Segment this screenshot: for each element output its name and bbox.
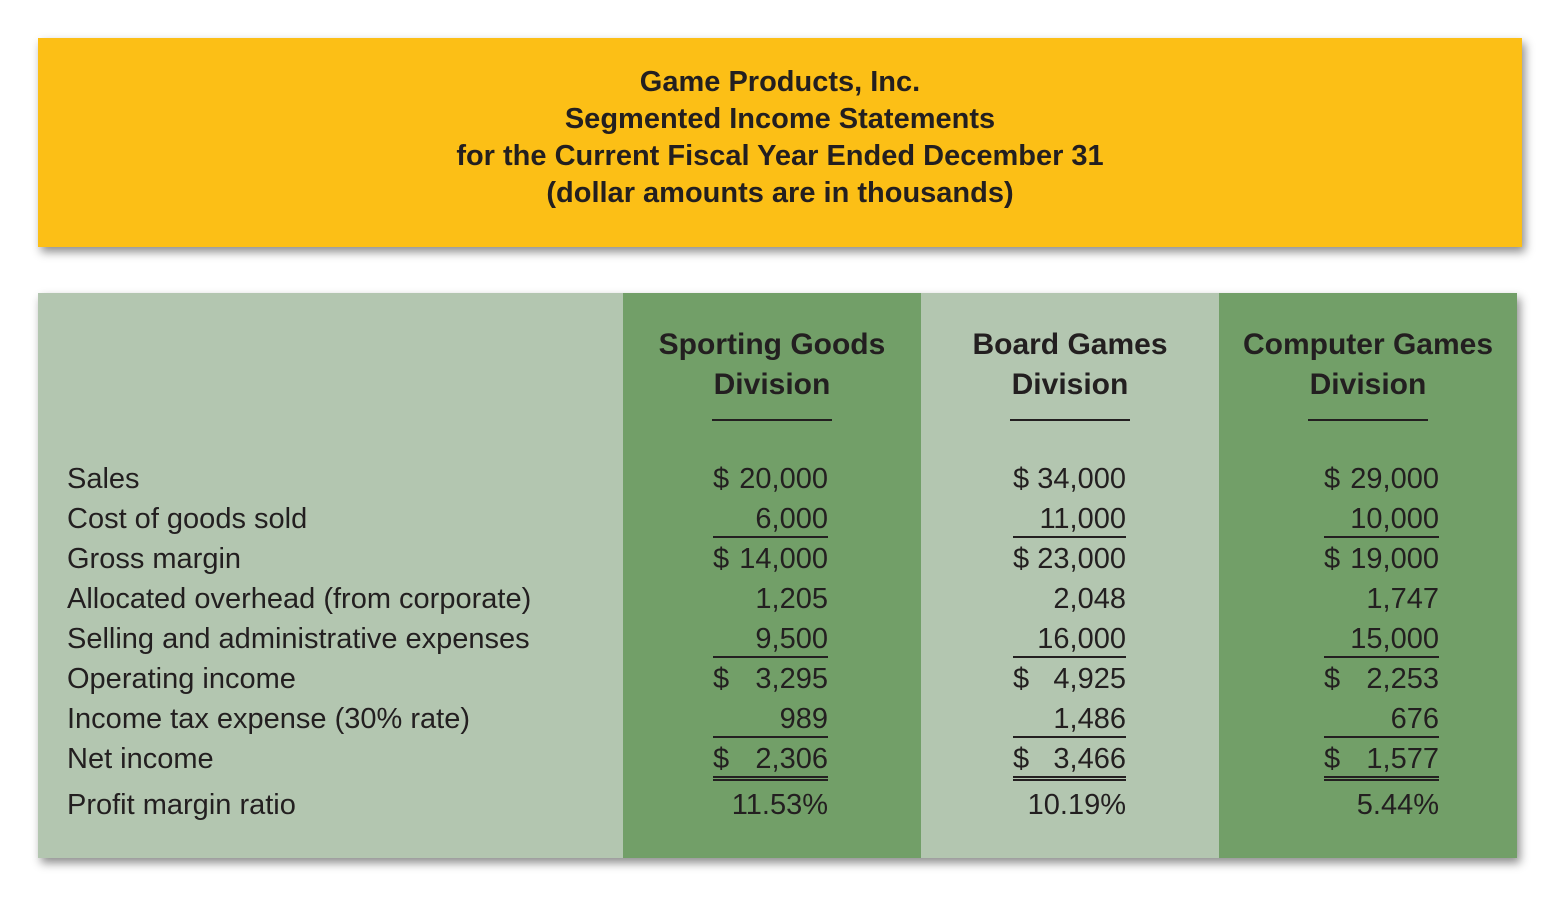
- value-cell: 2,048: [1013, 580, 1126, 618]
- row-label: Gross margin: [67, 543, 242, 575]
- dollar-sign: $: [1324, 543, 1341, 575]
- row-label: Cost of goods sold: [67, 503, 308, 535]
- amount: 3,295: [755, 663, 828, 695]
- row-label: Net income: [67, 743, 214, 775]
- statement-period: for the Current Fiscal Year Ended Decemb…: [456, 139, 1104, 172]
- value-cell: 16,000: [1013, 620, 1126, 658]
- amount: 20,000: [739, 463, 828, 495]
- header-underline: [1308, 419, 1428, 421]
- row-label: Profit margin ratio: [67, 789, 296, 821]
- dollar-sign: $: [713, 463, 730, 495]
- value-cell: $4,925: [1013, 660, 1126, 698]
- amount: 2,306: [755, 743, 828, 775]
- value-cell: 15,000: [1324, 620, 1439, 658]
- amount: 3,466: [1053, 743, 1126, 775]
- amount: 6,000: [755, 503, 828, 535]
- value-cell: $14,000: [713, 540, 828, 578]
- value-cell: 676: [1324, 700, 1439, 738]
- company-name: Game Products, Inc.: [639, 65, 921, 98]
- dollar-sign: $: [713, 663, 730, 695]
- amount: 10.19%: [1027, 789, 1126, 821]
- row-label: Sales: [67, 463, 140, 495]
- value-cell: $3,466: [1013, 740, 1126, 781]
- amount: 5.44%: [1356, 789, 1439, 821]
- value-cell: 1,747: [1324, 580, 1439, 618]
- value-cell: $20,000: [713, 460, 828, 498]
- value-cell: 11,000: [1013, 500, 1126, 538]
- value-cell: $3,295: [713, 660, 828, 698]
- value-cell: 6,000: [713, 500, 828, 538]
- amount: 14,000: [739, 543, 828, 575]
- column-header-board-games: Board Games Division: [921, 325, 1219, 421]
- dollar-sign: $: [1324, 663, 1341, 695]
- amount: 4,925: [1053, 663, 1126, 695]
- amount: 1,577: [1366, 743, 1439, 775]
- value-cell: $34,000: [1013, 460, 1126, 498]
- value-cell: 10.19%: [1013, 786, 1126, 824]
- value-cell: $2,306: [713, 740, 828, 781]
- amount: 1,205: [755, 583, 828, 615]
- sporting-goods-column-band: [623, 293, 921, 858]
- value-cell: 989: [713, 700, 828, 738]
- column-header-computer-games: Computer Games Division: [1219, 325, 1517, 421]
- column-header-sporting-goods: Sporting Goods Division: [623, 325, 921, 421]
- amount: 989: [779, 703, 828, 735]
- value-cell: $23,000: [1013, 540, 1126, 578]
- amount: 11,000: [1039, 503, 1126, 535]
- value-cell: 1,486: [1013, 700, 1126, 738]
- value-cell: $1,577: [1324, 740, 1439, 781]
- row-label: Income tax expense (30% rate): [67, 703, 470, 735]
- statement-header: Game Products, Inc. Segmented Income Sta…: [38, 38, 1522, 247]
- amount: 15,000: [1350, 623, 1439, 655]
- value-cell: $29,000: [1324, 460, 1439, 498]
- value-cell: 1,205: [713, 580, 828, 618]
- amount: 11.53%: [731, 789, 828, 821]
- dollar-sign: $: [1013, 543, 1030, 575]
- header-underline: [712, 419, 832, 421]
- dollar-sign: $: [1324, 463, 1341, 495]
- row-label: Operating income: [67, 663, 296, 695]
- income-statement-table: Sporting Goods Division Board Games Divi…: [38, 293, 1517, 858]
- amount: 2,048: [1053, 583, 1126, 615]
- value-cell: 11.53%: [713, 786, 828, 824]
- statement-units-note: (dollar amounts are in thousands): [546, 176, 1014, 209]
- value-cell: 5.44%: [1324, 786, 1439, 824]
- amount: 2,253: [1366, 663, 1439, 695]
- amount: 23,000: [1037, 543, 1126, 575]
- amount: 29,000: [1350, 463, 1439, 495]
- computer-games-column-band: [1219, 293, 1517, 858]
- statement-title: Segmented Income Statements: [564, 102, 996, 135]
- dollar-sign: $: [713, 543, 730, 575]
- amount: 16,000: [1037, 623, 1126, 655]
- row-label: Selling and administrative expenses: [67, 623, 530, 655]
- value-cell: $2,253: [1324, 660, 1439, 698]
- header-underline: [1010, 419, 1130, 421]
- value-cell: 9,500: [713, 620, 828, 658]
- amount: 676: [1390, 703, 1439, 735]
- value-cell: 10,000: [1324, 500, 1439, 538]
- amount: 1,486: [1053, 703, 1126, 735]
- amount: 19,000: [1350, 543, 1439, 575]
- dollar-sign: $: [713, 743, 730, 775]
- dollar-sign: $: [1013, 463, 1030, 495]
- amount: 10,000: [1350, 503, 1439, 535]
- amount: 9,500: [755, 623, 828, 655]
- dollar-sign: $: [1013, 663, 1030, 695]
- dollar-sign: $: [1013, 743, 1030, 775]
- dollar-sign: $: [1324, 743, 1341, 775]
- row-label: Allocated overhead (from corporate): [67, 583, 532, 615]
- value-cell: $19,000: [1324, 540, 1439, 578]
- amount: 1,747: [1366, 583, 1439, 615]
- amount: 34,000: [1037, 463, 1126, 495]
